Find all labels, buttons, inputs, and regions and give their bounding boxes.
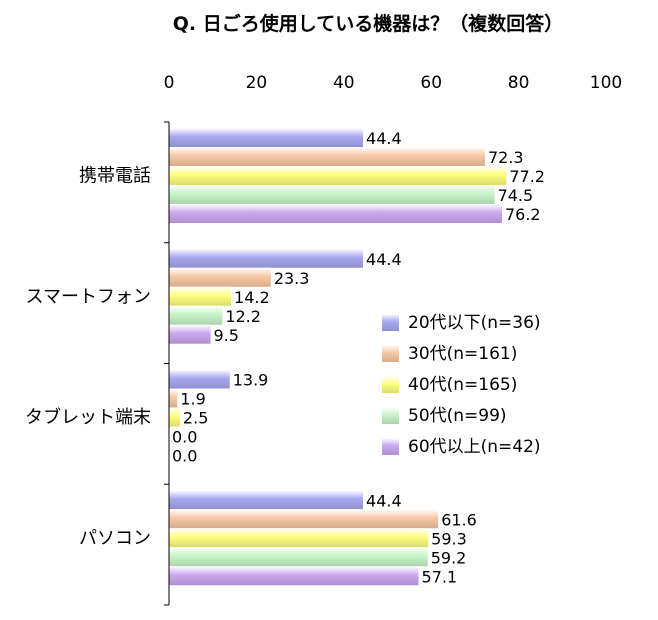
bar <box>169 407 180 427</box>
legend-label: 40代(n=165) <box>408 375 517 395</box>
data-label: 72.3 <box>488 148 524 167</box>
data-label: 77.2 <box>509 167 545 186</box>
data-label: 61.6 <box>441 510 477 529</box>
x-tick-label: 60 <box>420 73 442 93</box>
bar <box>169 566 419 586</box>
x-tick-label: 0 <box>164 73 175 93</box>
data-label: 23.3 <box>274 269 310 288</box>
data-label: 9.5 <box>214 326 239 345</box>
data-label: 2.5 <box>183 409 208 428</box>
bar <box>169 166 507 185</box>
data-label: 0.0 <box>172 428 197 447</box>
bar <box>169 490 364 510</box>
bar <box>169 369 230 389</box>
bar <box>169 388 178 408</box>
bar <box>169 324 211 344</box>
data-label: 74.5 <box>498 186 534 205</box>
legend-label: 20代以下(n=36) <box>408 313 541 333</box>
bar <box>169 204 502 223</box>
legend-label: 60代以上(n=42) <box>408 437 541 457</box>
x-tick-label: 100 <box>590 73 622 93</box>
bar <box>169 185 495 204</box>
bar <box>169 248 364 268</box>
chart-title: Q. 日ごろ使用している機器は？（複数回答） <box>173 12 563 35</box>
bar <box>169 547 428 567</box>
legend-swatch <box>382 438 399 455</box>
bar <box>169 128 364 147</box>
bar <box>169 509 439 529</box>
x-tick-label: 20 <box>246 73 268 93</box>
data-label: 44.4 <box>366 129 402 148</box>
legend-swatch <box>382 376 399 393</box>
data-label: 59.2 <box>431 548 467 567</box>
bar <box>169 305 223 325</box>
legend-label: 50代(n=99) <box>408 406 507 426</box>
category-label: タブレット端末 <box>25 406 151 428</box>
bar <box>169 147 485 166</box>
bar <box>169 267 271 287</box>
data-label: 59.3 <box>431 529 467 548</box>
x-tick-label: 80 <box>508 73 530 93</box>
bar <box>169 528 429 548</box>
data-label: 44.4 <box>366 250 402 269</box>
data-label: 1.9 <box>180 390 205 409</box>
bar <box>169 286 232 306</box>
legend-swatch <box>382 314 399 331</box>
legend-label: 30代(n=161) <box>408 344 517 364</box>
category-label: スマートフォン <box>26 286 151 307</box>
category-label: パソコン <box>79 528 151 549</box>
data-label: 12.2 <box>225 307 261 326</box>
category-label: 携帯電話 <box>79 166 151 187</box>
data-label: 76.2 <box>505 205 541 224</box>
data-label: 14.2 <box>234 288 270 307</box>
legend-swatch <box>382 345 399 362</box>
data-label: 13.9 <box>233 371 269 390</box>
x-tick-label: 40 <box>333 73 355 93</box>
data-label: 44.4 <box>366 491 402 510</box>
data-label: 0.0 <box>172 447 197 466</box>
data-label: 57.1 <box>422 567 458 586</box>
legend-swatch <box>382 407 399 424</box>
